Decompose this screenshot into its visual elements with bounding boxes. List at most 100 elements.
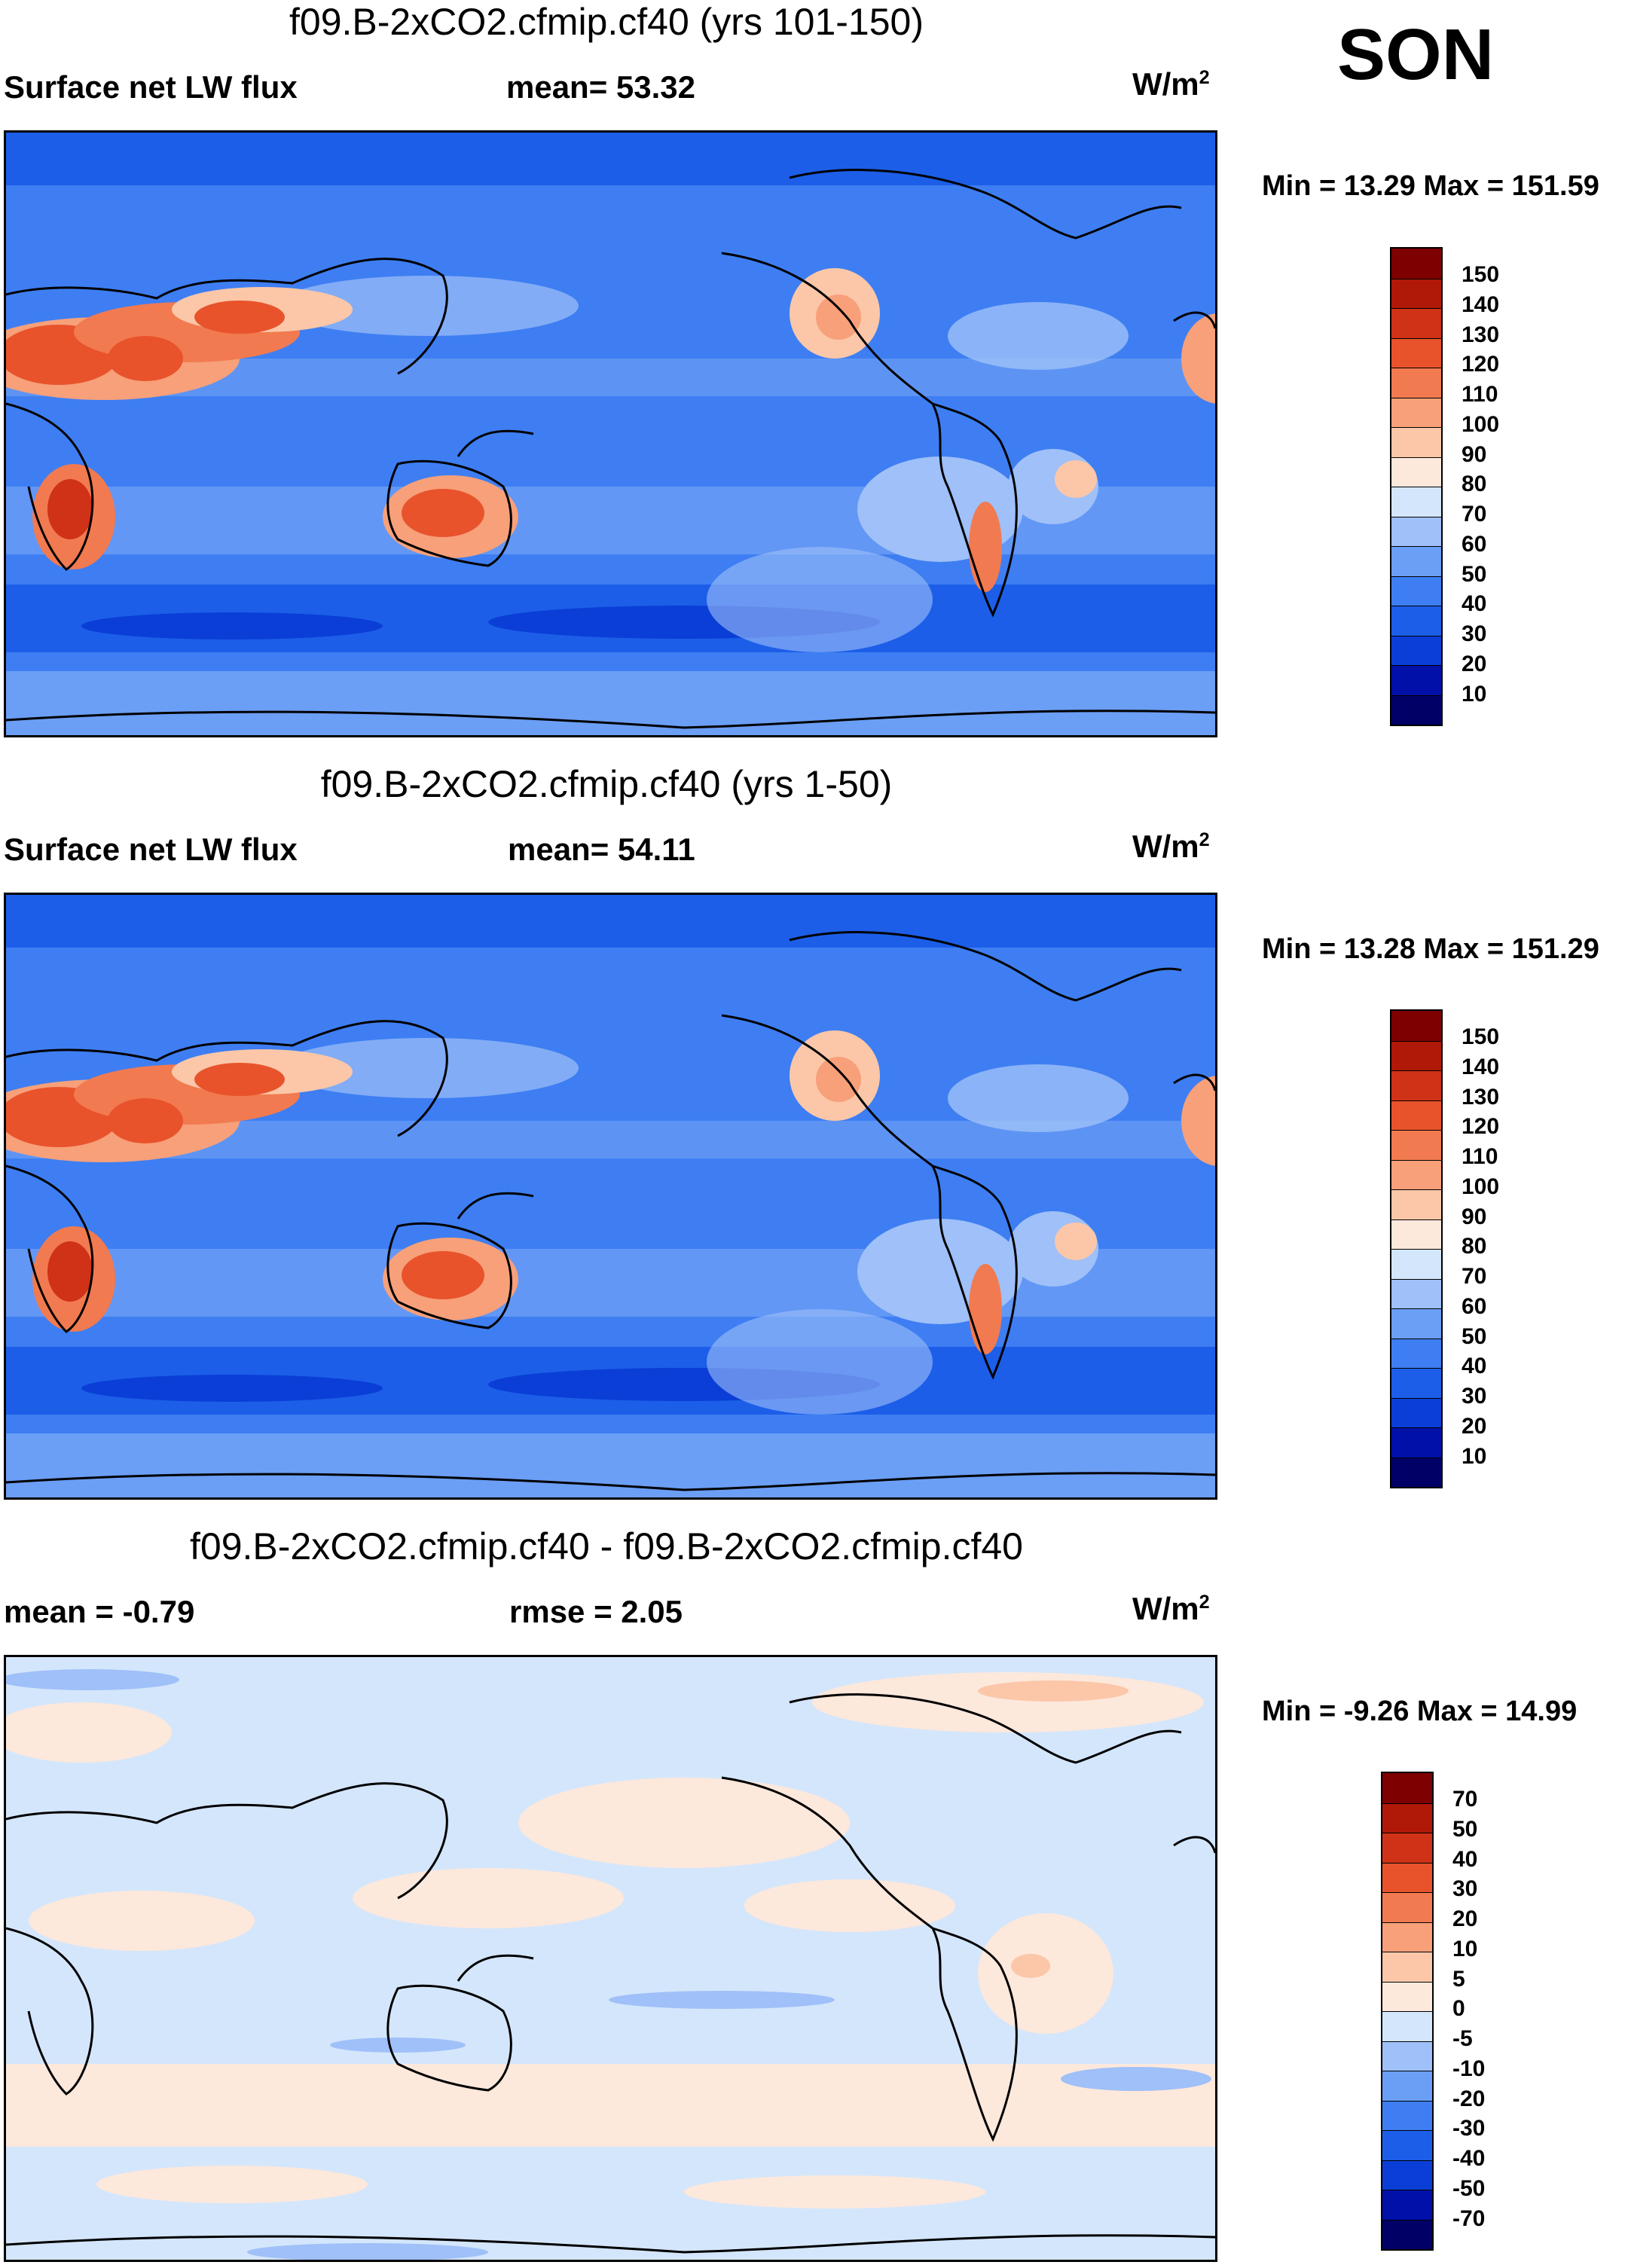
panel-2-mean-label: mean= 54.11 <box>508 832 695 867</box>
panel-2-map-plot <box>6 895 1215 1497</box>
panel-1-min-max: Min = 13.29 Max = 151.59 <box>1262 170 1599 202</box>
colorbar-tick: 0 <box>1452 1996 1465 2022</box>
colorbar-tick: 130 <box>1462 322 1500 347</box>
colorbar-cell <box>1391 1040 1441 1070</box>
colorbar-tick: 100 <box>1462 1174 1500 1199</box>
colorbar-cell <box>1382 2041 1432 2071</box>
colorbar-cell <box>1391 278 1441 308</box>
colorbar-tick: 40 <box>1462 591 1487 617</box>
colorbar-cell <box>1382 2190 1432 2220</box>
colorbar-tick: 70 <box>1462 1264 1487 1289</box>
panel-1-variable-label: Surface net LW flux <box>4 69 298 105</box>
colorbar-cell <box>1391 1368 1441 1398</box>
colorbar-cell <box>1391 456 1441 487</box>
colorbar-cell <box>1391 1130 1441 1160</box>
colorbar-cell <box>1382 1833 1432 1863</box>
colorbar-tick: 40 <box>1452 1846 1478 1872</box>
colorbar-tick: 140 <box>1462 292 1500 317</box>
panel-1-map <box>4 130 1217 737</box>
colorbar-tick: 80 <box>1462 1234 1487 1259</box>
colorbar-cell <box>1391 606 1441 636</box>
colorbar-tick: 150 <box>1462 1024 1500 1049</box>
colorbar-cell <box>1391 1249 1441 1279</box>
colorbar-tick: 10 <box>1452 1936 1478 1961</box>
colorbar-cell <box>1391 427 1441 457</box>
colorbar-cell <box>1391 397 1441 427</box>
colorbar-cell <box>1382 1862 1432 1892</box>
panel-2-colorbar <box>1390 1009 1443 1488</box>
colorbar-tick: 90 <box>1462 1204 1487 1229</box>
colorbar-tick: 5 <box>1452 1966 1465 1992</box>
colorbar-tick: 10 <box>1462 681 1487 707</box>
colorbar-cell <box>1391 1308 1441 1339</box>
colorbar-tick: -5 <box>1452 2026 1473 2051</box>
colorbar-tick: 150 <box>1462 262 1500 287</box>
colorbar-tick: 60 <box>1462 1293 1487 1319</box>
colorbar-cell <box>1382 2160 1432 2190</box>
colorbar-tick: 20 <box>1462 651 1487 676</box>
colorbar-cell <box>1391 1457 1441 1487</box>
colorbar-cell <box>1391 1011 1441 1041</box>
panel-3-title: f09.B-2xCO2.cfmip.cf40 - f09.B-2xCO2.cfm… <box>190 1525 1023 1567</box>
colorbar-tick: 90 <box>1462 441 1487 467</box>
colorbar-tick: 70 <box>1452 1787 1478 1812</box>
colorbar-cell <box>1391 1219 1441 1249</box>
panel-3-colorbar <box>1381 1772 1434 2251</box>
colorbar-tick: 50 <box>1452 1816 1478 1842</box>
colorbar-cell <box>1382 2219 1432 2249</box>
colorbar-cell <box>1382 1952 1432 1982</box>
colorbar-cell <box>1391 1100 1441 1130</box>
panel-2-variable-label: Surface net LW flux <box>4 832 298 867</box>
panel-1-units: W/m2 <box>1132 66 1210 102</box>
colorbar-cell <box>1391 1278 1441 1308</box>
colorbar-tick: 120 <box>1462 352 1500 377</box>
colorbar-cell <box>1391 368 1441 398</box>
colorbar-tick: 110 <box>1462 382 1498 407</box>
colorbar-cell <box>1391 665 1441 695</box>
colorbar-cell <box>1391 1159 1441 1189</box>
colorbar-cell <box>1391 249 1441 279</box>
colorbar-cell <box>1382 1773 1432 1803</box>
colorbar-tick: 10 <box>1462 1443 1487 1469</box>
colorbar-cell <box>1391 337 1441 368</box>
panel-2-colorbar-ticks: 150 140 130 120 110 100 90 80 70 60 50 4… <box>1462 1024 1537 1476</box>
colorbar-cell <box>1382 2100 1432 2130</box>
season-label: SON <box>1337 14 1495 95</box>
panel-3-rmse-label: rmse = 2.05 <box>509 1594 683 1629</box>
colorbar-cell <box>1391 1338 1441 1368</box>
colorbar-tick: 20 <box>1452 1906 1478 1931</box>
colorbar-tick: 70 <box>1462 502 1487 527</box>
colorbar-cell <box>1391 694 1441 725</box>
colorbar-cell <box>1391 1397 1441 1427</box>
colorbar-cell <box>1382 2130 1432 2160</box>
colorbar-cell <box>1391 487 1441 517</box>
panel-2-min-max: Min = 13.28 Max = 151.29 <box>1262 933 1599 965</box>
colorbar-tick: -30 <box>1452 2116 1486 2141</box>
colorbar-tick: 100 <box>1462 411 1500 437</box>
panel-3-min-max: Min = -9.26 Max = 14.99 <box>1262 1696 1578 1727</box>
colorbar-cell <box>1382 2071 1432 2101</box>
panel-2-units: W/m2 <box>1132 829 1210 864</box>
colorbar-tick: 50 <box>1462 561 1487 587</box>
colorbar-cell <box>1382 1802 1432 1833</box>
colorbar-tick: 50 <box>1462 1323 1487 1349</box>
colorbar-tick: -70 <box>1452 2205 1486 2231</box>
colorbar-tick: 140 <box>1462 1054 1500 1079</box>
colorbar-cell <box>1391 1427 1441 1458</box>
colorbar-tick: 80 <box>1462 472 1487 497</box>
panel-2-title: f09.B-2xCO2.cfmip.cf40 (yrs 1-50) <box>320 763 893 805</box>
colorbar-tick: 30 <box>1462 621 1487 646</box>
colorbar-tick: -20 <box>1452 2086 1486 2111</box>
panel-3-colorbar-ticks: 70 50 40 30 20 10 5 0 -5 -10 -20 -30 -40… <box>1452 1787 1528 2239</box>
colorbar-cell <box>1382 1981 1432 2011</box>
colorbar-tick: 30 <box>1452 1876 1478 1902</box>
panel-1-colorbar-ticks: 150 140 130 120 110 100 90 80 70 60 50 4… <box>1462 262 1537 714</box>
colorbar-cell <box>1391 1070 1441 1100</box>
colorbar-cell <box>1391 546 1441 576</box>
colorbar-tick: 40 <box>1462 1354 1487 1379</box>
colorbar-cell <box>1382 1922 1432 1952</box>
colorbar-tick: 120 <box>1462 1114 1500 1140</box>
panel-1-title: f09.B-2xCO2.cfmip.cf40 (yrs 101-150) <box>289 1 924 43</box>
panel-1-map-plot <box>6 133 1215 735</box>
colorbar-tick: 110 <box>1462 1144 1498 1169</box>
